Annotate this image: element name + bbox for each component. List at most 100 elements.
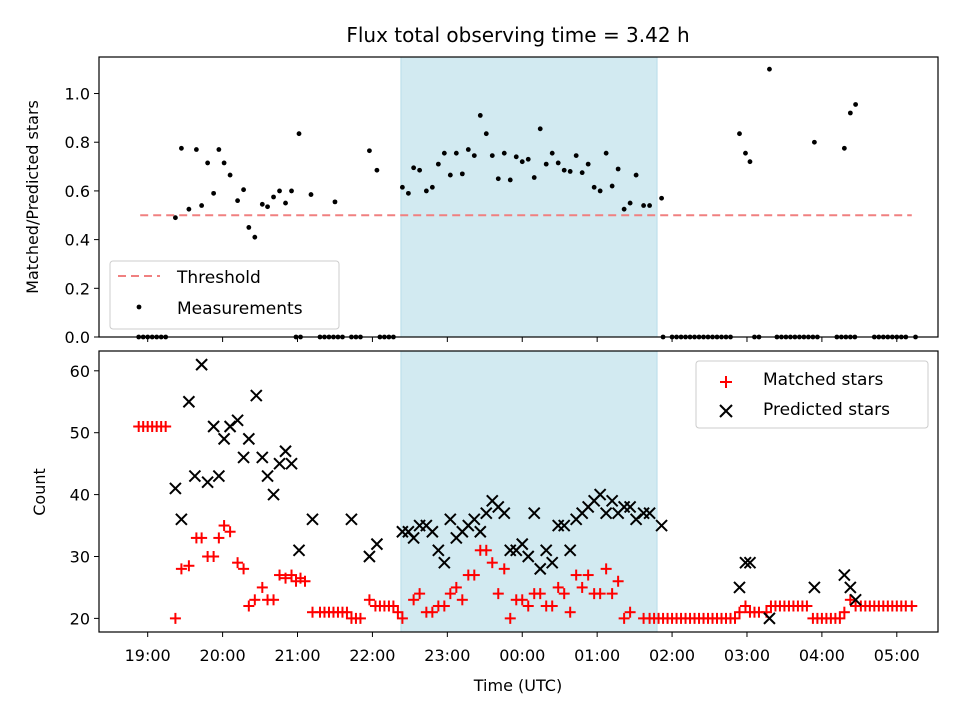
xtick-label: 21:00 <box>274 646 320 665</box>
measurement-point <box>193 147 199 152</box>
matched-star-point <box>160 421 172 433</box>
xtick-label: 00:00 <box>499 646 545 665</box>
measurement-point <box>429 184 435 190</box>
predicted-star-point <box>743 556 757 569</box>
matched-star-point <box>213 532 225 544</box>
measurement-point <box>579 170 585 176</box>
top-panel: 0.0 0.2 0.4 0.6 0.8 1.0 Matched/Predicted sta… <box>23 56 939 347</box>
matched-star-point <box>534 588 546 600</box>
bottom-ytick-label: 40 <box>70 486 90 505</box>
measurement-point <box>495 176 501 182</box>
measurement-point <box>597 188 603 194</box>
matched-star-point <box>606 588 618 600</box>
matched-star-point <box>414 588 426 600</box>
predicted-star-point <box>267 488 280 501</box>
xtick-label: 22:00 <box>349 646 395 665</box>
predicted-star-point <box>207 420 220 433</box>
predicted-star-point <box>468 513 481 526</box>
predicted-star-point <box>182 395 196 408</box>
matched-star-point <box>450 581 462 593</box>
matched-star-point <box>238 563 250 575</box>
matched-star-point <box>268 594 280 606</box>
matched-star-point <box>486 557 498 569</box>
top-legend: Threshold Measurements <box>109 260 340 330</box>
predicted-star-point <box>250 389 263 402</box>
bottom-legend: Matched stars Predicted stars <box>695 360 929 429</box>
xtick-label: 03:00 <box>724 646 770 665</box>
top-ytick-label: 1.0 <box>65 85 90 104</box>
predicted-star-point <box>534 562 547 576</box>
predicted-star-point <box>279 445 292 458</box>
predicted-star-point <box>605 494 619 507</box>
xtick-label: 23:00 <box>424 646 470 665</box>
bottom-ytick-label: 30 <box>70 547 90 566</box>
predicted-star-point <box>557 519 571 532</box>
measurement-point <box>641 203 647 208</box>
matched-star-point <box>564 606 576 618</box>
measurement-point <box>659 195 664 201</box>
measurement-point <box>465 147 471 152</box>
measurement-point <box>411 165 417 171</box>
matched-star-point <box>363 594 375 606</box>
matched-star-point <box>387 600 399 612</box>
measurement-point <box>609 183 615 189</box>
legend-predicted-swatch <box>719 404 733 418</box>
measurement-point <box>417 167 423 173</box>
xtick-label: 19:00 <box>125 646 171 665</box>
top-legend-box <box>109 260 340 330</box>
measurement-point <box>235 198 240 204</box>
measurement-point <box>332 199 338 205</box>
predicted-star-point <box>256 451 269 464</box>
bottom-legend-box <box>695 360 929 429</box>
measurement-point <box>531 175 537 180</box>
top-ytick-label: 0.6 <box>65 182 90 201</box>
measurement-point <box>483 131 489 137</box>
measurement-point <box>567 169 573 174</box>
xtick-label: 01:00 <box>574 646 620 665</box>
matched-star-point <box>438 600 450 612</box>
predicted-star-point <box>540 544 553 557</box>
bottom-ytick-label: 20 <box>70 609 90 628</box>
xtick-label: 05:00 <box>874 646 920 665</box>
measurement-point <box>283 200 288 206</box>
top-shaded-interval <box>400 56 658 338</box>
predicted-star-point <box>599 506 613 520</box>
bottom-shaded-interval <box>400 350 658 633</box>
measurement-point <box>453 150 459 156</box>
matched-star-point <box>280 572 292 584</box>
measurement-point <box>227 172 233 178</box>
predicted-star-point <box>407 531 420 545</box>
measurement-point <box>555 160 561 166</box>
measurement-point <box>743 150 748 156</box>
measurement-point <box>853 102 858 107</box>
legend-measurements-label: Measurements <box>177 299 303 319</box>
legend-matched-label: Matched stars <box>763 370 883 390</box>
matched-star-point <box>468 569 480 581</box>
bottom-ytick-label: 60 <box>70 362 90 381</box>
matched-star-point <box>576 581 588 593</box>
predicted-star-point <box>838 568 851 582</box>
measurement-point <box>374 167 380 173</box>
predicted-star-point <box>231 414 244 427</box>
matched-star-point <box>504 612 516 624</box>
predicted-star-point <box>739 556 752 569</box>
measurement-point <box>549 150 555 156</box>
predicted-star-point <box>623 500 637 514</box>
measurement-point <box>265 204 270 210</box>
measurement-point <box>591 184 597 190</box>
matched-star-point <box>444 588 456 600</box>
top-ytick-label: 0.2 <box>65 279 90 298</box>
matched-star-point <box>838 606 850 618</box>
top-ytick-label: 0.8 <box>65 133 90 152</box>
measurement-point <box>489 153 495 159</box>
measurement-point <box>211 190 217 196</box>
matched-star-point <box>396 612 408 624</box>
measurement-point <box>471 153 477 159</box>
predicted-star-point <box>498 506 511 520</box>
matched-star-point <box>729 612 741 624</box>
predicted-star-point <box>345 513 358 526</box>
predicted-star-point <box>261 469 274 483</box>
chart-title: Flux total observing time = 3.42 h <box>346 23 689 47</box>
measurement-point <box>179 145 184 151</box>
predicted-star-point <box>808 581 821 594</box>
